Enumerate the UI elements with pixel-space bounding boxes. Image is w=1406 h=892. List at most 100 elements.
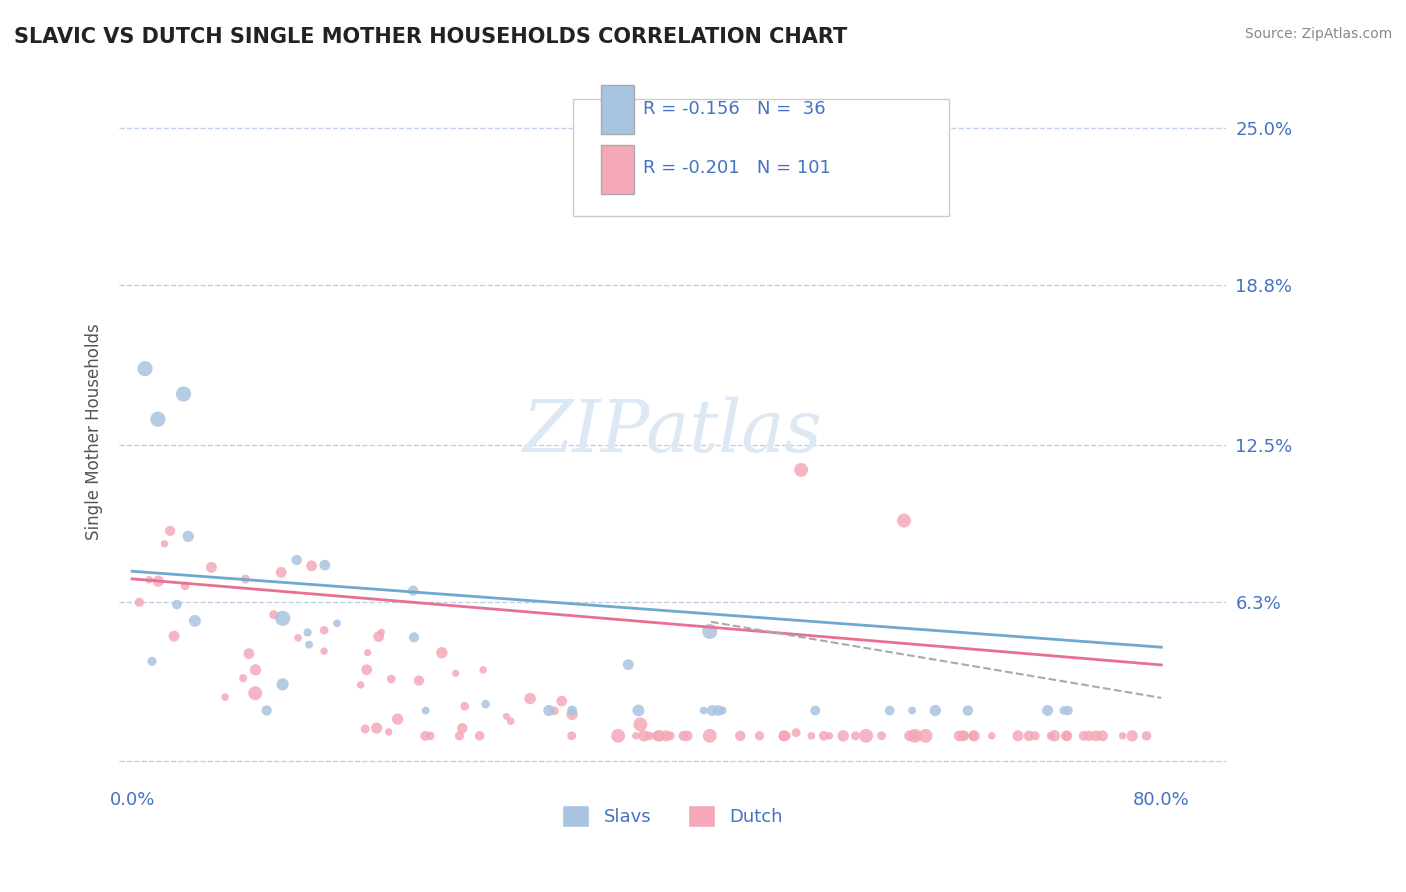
Point [402,583,425,598]
Point [163,629,186,643]
Text: ZIPatlas: ZIPatlas [523,397,823,467]
Point [1024,729,1046,743]
Point [773,729,796,743]
Point [693,704,716,718]
Point [235,572,257,586]
Point [285,553,308,567]
Point [832,729,855,743]
Point [893,514,915,528]
Point [314,558,336,573]
Point [177,529,200,543]
Point [270,566,292,580]
Point [314,624,336,638]
Point [449,729,471,743]
Point [962,729,984,743]
Point [408,673,430,688]
Point [980,729,1002,743]
Point [773,729,796,743]
Point [699,729,721,743]
Point [1091,729,1114,743]
Text: Source: ZipAtlas.com: Source: ZipAtlas.com [1244,27,1392,41]
Point [141,655,163,669]
FancyBboxPatch shape [600,145,634,194]
Point [845,729,868,743]
Point [146,412,169,426]
Point [184,614,207,628]
Point [561,729,583,743]
Text: R = -0.201   N = 101: R = -0.201 N = 101 [643,159,831,177]
Point [561,707,583,722]
Point [638,729,661,743]
Point [153,537,176,551]
Point [953,729,976,743]
Point [1057,704,1080,718]
Point [200,560,222,574]
Point [1018,729,1040,743]
Point [356,646,378,660]
Point [419,729,441,743]
Point [551,694,574,708]
Text: SLAVIC VS DUTCH SINGLE MOTHER HOUSEHOLDS CORRELATION CHART: SLAVIC VS DUTCH SINGLE MOTHER HOUSEHOLDS… [14,27,848,46]
Point [451,722,474,736]
Point [617,657,640,672]
Point [159,524,181,538]
Point [748,729,770,743]
Point [387,712,409,726]
Point [474,697,496,711]
Point [256,704,278,718]
Point [380,672,402,686]
Point [648,729,671,743]
Point [607,729,630,743]
Point [763,197,786,211]
Point [287,631,309,645]
Point [1135,729,1157,743]
Point [454,699,477,714]
Point [366,721,388,735]
Point [367,630,389,644]
Point [700,704,723,718]
Point [952,729,974,743]
Point [644,729,666,743]
Point [1085,729,1108,743]
FancyBboxPatch shape [572,99,949,216]
Point [148,574,170,589]
Point [166,598,188,612]
FancyBboxPatch shape [600,85,634,134]
Point [1073,729,1095,743]
Point [415,704,437,718]
Point [1077,729,1099,743]
Point [245,686,267,700]
Point [1039,729,1062,743]
Point [707,704,730,718]
Point [561,704,583,718]
Point [354,722,377,736]
Point [350,678,373,692]
Point [963,729,986,743]
Point [138,573,160,587]
Point [676,729,699,743]
Point [776,729,799,743]
Point [326,616,349,631]
Point [904,729,927,743]
Point [430,646,453,660]
Point [499,714,522,728]
Point [263,607,285,622]
Point [901,704,924,718]
Point [134,361,156,376]
Point [804,704,827,718]
Point [728,729,751,743]
Point [711,704,734,718]
Point [370,625,392,640]
Point [173,387,195,401]
Point [914,729,936,743]
Point [238,647,260,661]
Point [245,663,267,677]
Point [472,663,495,677]
Point [924,704,946,718]
Point [271,611,294,625]
Point [298,638,321,652]
Point [1053,704,1076,718]
Point [699,624,721,639]
Point [1007,729,1029,743]
Point [655,729,678,743]
